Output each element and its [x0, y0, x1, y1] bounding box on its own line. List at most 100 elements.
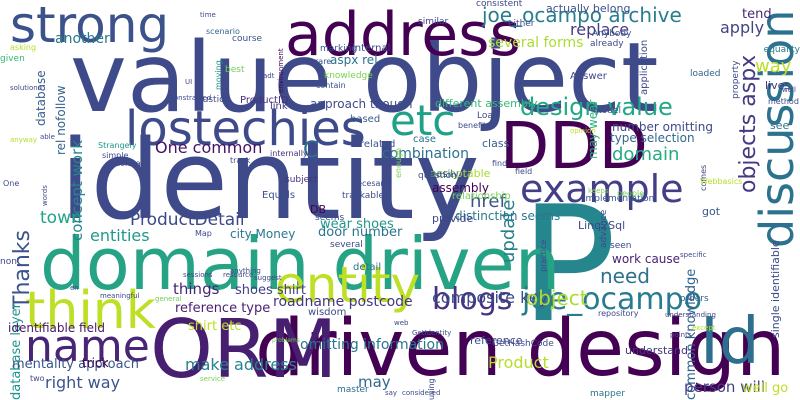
- word-door-number: door number: [318, 225, 403, 240]
- word-another: another: [55, 31, 110, 47]
- word-href: href: [470, 191, 506, 212]
- word-value-object: value object: [70, 22, 659, 134]
- word-domain: domain: [612, 144, 680, 165]
- word-justice: Justice: [200, 95, 230, 105]
- word-anyway: anyway: [10, 136, 38, 144]
- word-domain-driven: domain driven: [40, 222, 561, 306]
- word-make-address: make address: [185, 355, 297, 374]
- word-lostechies: lostechies: [125, 101, 366, 157]
- word-either: either: [508, 19, 535, 29]
- word-seen: seen: [610, 241, 632, 251]
- word-address: address: [285, 0, 521, 70]
- word-assembly: assembly: [432, 181, 489, 195]
- word-got: got: [702, 205, 721, 218]
- word-work-cause: work cause: [612, 252, 681, 266]
- word-driven-design: driven design: [255, 304, 786, 394]
- word-points: points: [670, 331, 692, 339]
- word-reference-type: reference type: [175, 301, 271, 316]
- word-c: C: [303, 138, 319, 163]
- word-track: track: [230, 156, 251, 165]
- word-blogs: blogs: [432, 282, 513, 317]
- word-etc: etc: [390, 96, 456, 145]
- word-best: best: [225, 65, 245, 75]
- word-map: Map: [195, 229, 212, 238]
- word-keeps: keeps: [588, 187, 609, 195]
- word-constrained: constrained: [170, 94, 212, 102]
- word-ddd: DDD: [500, 110, 648, 184]
- word-general: general: [155, 295, 182, 303]
- word-lives: lives: [765, 79, 791, 92]
- word-right-way: right way: [45, 373, 121, 392]
- word-moving: moving: [214, 60, 223, 90]
- word-thanks: Thanks: [10, 230, 35, 310]
- word-entity: entity: [275, 256, 421, 314]
- word-understand: understand: [625, 344, 688, 357]
- word-productid: ProductID: [240, 95, 289, 106]
- word-field: field: [515, 167, 533, 176]
- word-well: well: [782, 86, 796, 94]
- word-acceptable: acceptable: [430, 167, 491, 180]
- word-time: time: [200, 11, 216, 19]
- word-name: name: [25, 321, 150, 372]
- word-load: Load: [477, 111, 499, 121]
- word-equals: Equals: [262, 190, 296, 201]
- word-orm: ORM: [150, 303, 338, 396]
- word-mapper: mapper: [590, 389, 625, 399]
- word-aspx-rel: aspx rel: [330, 53, 378, 67]
- word-repository: repository: [598, 309, 639, 318]
- word-equality: equality: [763, 45, 800, 55]
- word-property: property: [731, 60, 741, 99]
- word-strangely: Strangely: [98, 141, 137, 150]
- word-type-selection: type selection: [610, 131, 695, 145]
- word-normal: normal: [115, 159, 144, 168]
- word-things: things: [173, 280, 220, 298]
- word-webbasics: Webbasics: [700, 177, 743, 186]
- word-environment: environment: [277, 48, 285, 93]
- word-find: find: [492, 159, 508, 168]
- word-answer: Answer: [570, 71, 607, 82]
- word-necesarry: necesarry: [352, 179, 392, 188]
- word-seems: seems: [315, 213, 345, 223]
- word-provide: provide: [432, 212, 474, 225]
- word-wear-shoes: wear shoes: [320, 217, 394, 232]
- word-concept-work: concept work: [68, 140, 86, 241]
- word-resource: resource: [223, 271, 254, 279]
- word-question: question: [418, 171, 457, 181]
- word-several: several: [330, 240, 363, 250]
- word-method: method: [768, 97, 799, 106]
- word-service: service: [200, 375, 226, 383]
- word-considered: considered: [402, 389, 441, 397]
- word-one-common: One common: [155, 138, 263, 157]
- word-practice: practice: [539, 240, 548, 273]
- word-two: two: [30, 374, 45, 383]
- word-entities: entities: [90, 226, 150, 245]
- word-understanding: understanding: [665, 311, 716, 319]
- word-think: think: [25, 281, 156, 341]
- word-db: DB: [310, 203, 327, 216]
- word-gethashcode: GetHashCode: [492, 339, 554, 349]
- word-detail: detail: [353, 262, 382, 273]
- word-words: words: [41, 185, 49, 206]
- word-implementation: implementation: [583, 194, 655, 204]
- word-replace: replace: [570, 20, 630, 39]
- word-single-identifiable: single identifiable: [769, 240, 782, 338]
- word-people: people: [617, 189, 645, 198]
- word-trick: trick: [82, 356, 109, 370]
- word-tend: tend: [742, 7, 772, 22]
- word-link: link: [270, 101, 288, 112]
- word-asking: asking: [10, 43, 37, 52]
- word-orders: orders: [680, 294, 709, 304]
- word-different-assembly: different assembly: [435, 97, 538, 110]
- word-trackable: trackable: [342, 191, 385, 201]
- word-suggest: suggest: [254, 274, 282, 282]
- word-roadname-postcode: roadname postcode: [273, 294, 413, 310]
- word-database-layer: database layer: [9, 302, 24, 400]
- word-number-omitting: number omitting: [612, 120, 713, 134]
- word-able: able: [40, 133, 55, 141]
- word-apply: apply: [720, 18, 765, 37]
- word-similar: similar: [418, 17, 449, 27]
- word-solutions: solutions: [10, 84, 42, 92]
- word-design-value: design value: [520, 93, 673, 121]
- word-en: en: [70, 284, 79, 292]
- word-example: example: [520, 167, 684, 211]
